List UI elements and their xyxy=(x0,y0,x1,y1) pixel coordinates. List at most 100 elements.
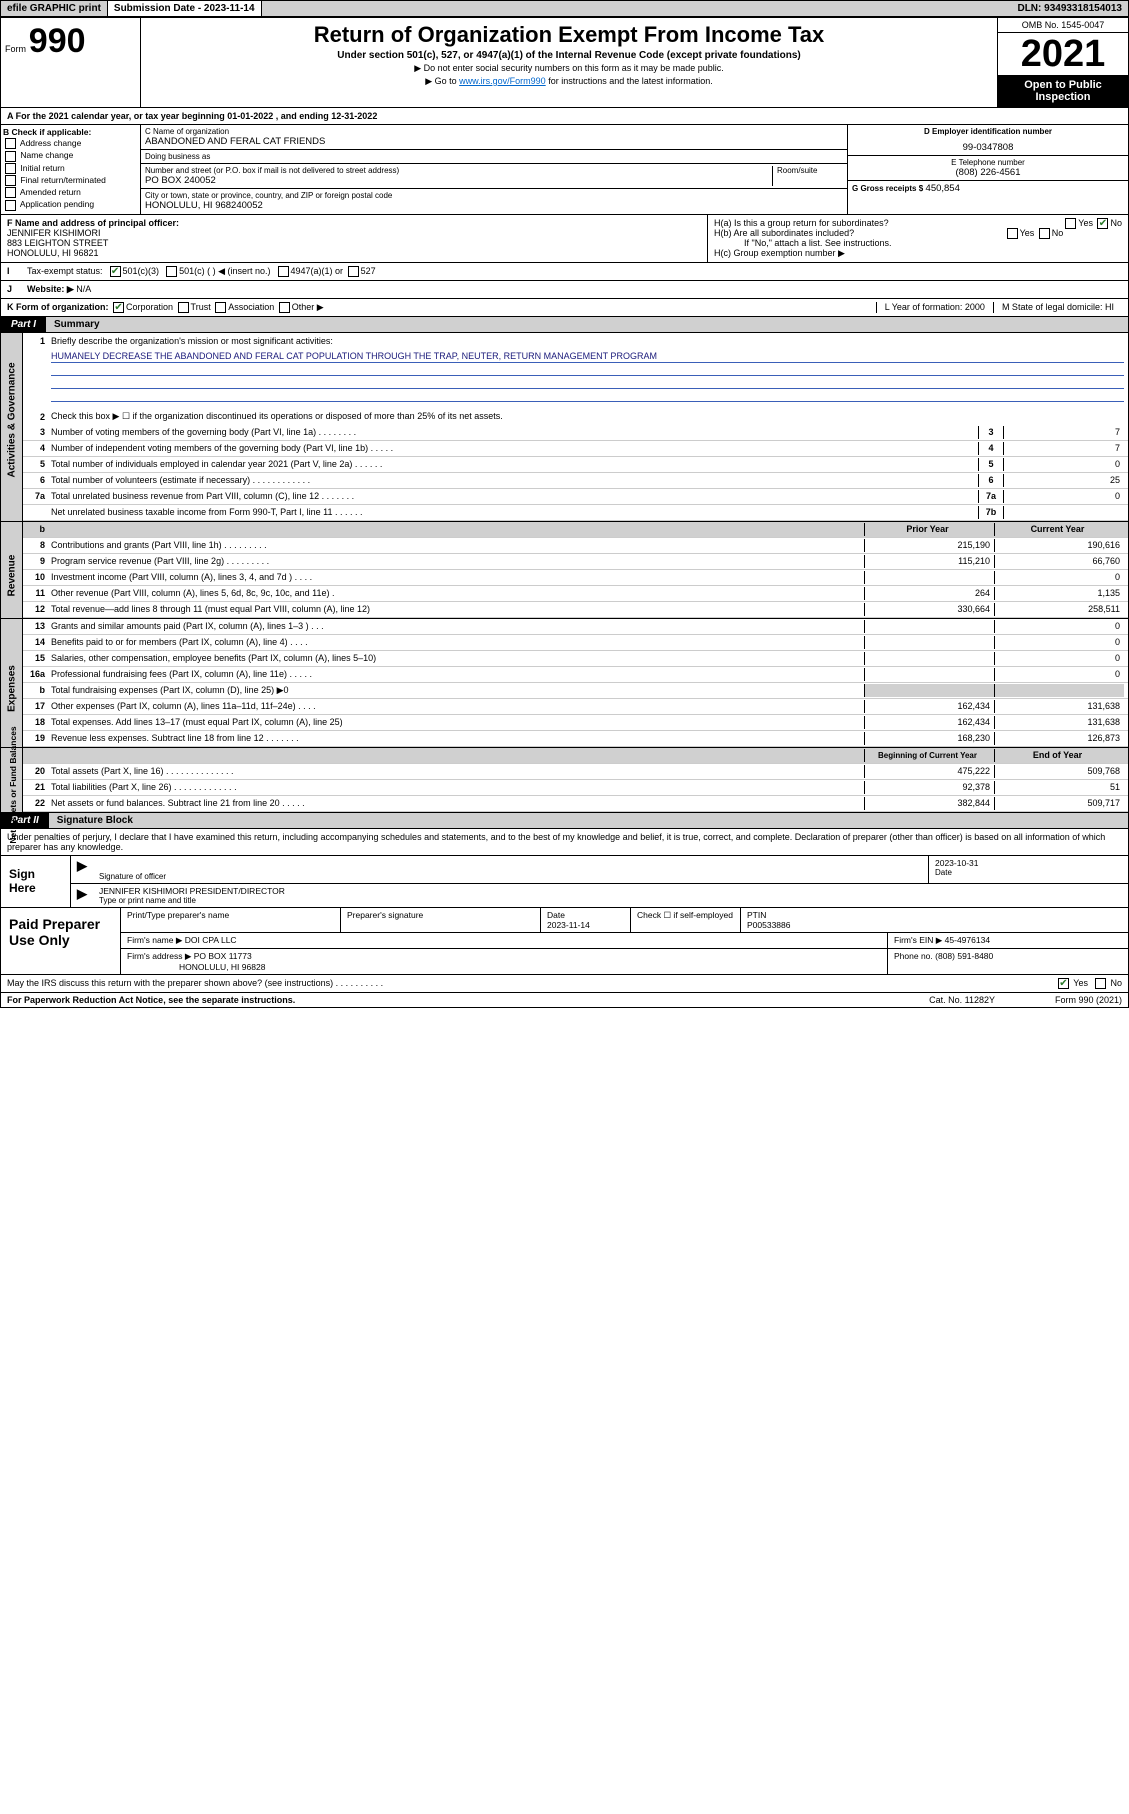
checkbox-icon[interactable] xyxy=(5,151,16,162)
ha-lbl: H(a) Is this a group return for subordin… xyxy=(714,218,889,228)
rev-tab: Revenue xyxy=(1,522,23,618)
cat-no: Cat. No. 11282Y xyxy=(929,995,995,1005)
part1-header: Part I Summary xyxy=(0,317,1129,333)
city-lbl: City or town, state or province, country… xyxy=(145,191,843,200)
checkbox-icon[interactable] xyxy=(1097,218,1108,229)
officer-addr2: HONOLULU, HI 96821 xyxy=(7,248,701,258)
checkbox-icon[interactable] xyxy=(178,302,189,313)
i-lbl: Tax-exempt status: xyxy=(27,266,103,277)
form-title: Return of Organization Exempt From Incom… xyxy=(145,22,993,48)
row-klm: K Form of organization: Corporation Trus… xyxy=(0,299,1129,317)
efile-label[interactable]: efile GRAPHIC print xyxy=(1,1,108,16)
open-inspection: Open to Public Inspection xyxy=(998,75,1128,107)
footer: For Paperwork Reduction Act Notice, see … xyxy=(0,993,1129,1008)
street-lbl: Number and street (or P.O. box if mail i… xyxy=(145,166,768,175)
checkbox-icon[interactable] xyxy=(166,266,177,277)
checkbox-icon[interactable] xyxy=(5,175,16,186)
firm-ein: 45-4976134 xyxy=(945,935,990,945)
c-name-lbl: C Name of organization xyxy=(145,127,843,136)
prep-c1: Print/Type preparer's name xyxy=(121,908,341,932)
chk-amended: Amended return xyxy=(3,187,138,198)
part1-tag: Part I xyxy=(1,317,46,332)
row-a-text: A For the 2021 calendar year, or tax yea… xyxy=(7,111,377,121)
discuss-row: May the IRS discuss this return with the… xyxy=(0,975,1129,993)
website-val: N/A xyxy=(76,284,91,295)
d-lbl: D Employer identification number xyxy=(852,127,1124,136)
l1-text: Briefly describe the organization's miss… xyxy=(51,336,1124,346)
checkbox-icon[interactable] xyxy=(279,302,290,313)
m-lbl: M State of legal domicile: HI xyxy=(993,302,1122,313)
row-i: I Tax-exempt status: 501(c)(3) 501(c) ( … xyxy=(0,263,1129,281)
sign-here-block: Sign Here ▶ Signature of officer 2023-10… xyxy=(0,856,1129,908)
hb-note: If "No," attach a list. See instructions… xyxy=(714,238,1122,248)
l2-text: Check this box ▶ ☐ if the organization d… xyxy=(51,411,1124,422)
hc-lbl: H(c) Group exemption number ▶ xyxy=(714,248,1122,259)
checkbox-icon[interactable] xyxy=(113,302,124,313)
governance-tab: Activities & Governance xyxy=(1,333,23,521)
section-b: B Check if applicable: Address change Na… xyxy=(1,125,141,214)
form-ref: Form 990 (2021) xyxy=(1055,995,1122,1005)
phone-val: (808) 226-4561 xyxy=(852,167,1124,178)
f-lbl: F Name and address of principal officer: xyxy=(7,218,701,228)
street-val: PO BOX 240052 xyxy=(145,175,768,186)
officer-name-title: JENNIFER KISHIMORI PRESIDENT/DIRECTOR xyxy=(99,886,1122,896)
arrow-icon: ▶ xyxy=(71,856,93,883)
row-j: J Website: ▶ N/A xyxy=(0,281,1129,299)
dba-lbl: Doing business as xyxy=(145,152,843,161)
checkbox-icon[interactable] xyxy=(110,266,121,277)
line-b: b xyxy=(27,524,51,534)
governance-section: Activities & Governance 1Briefly describ… xyxy=(0,333,1129,522)
twocol-header: Revenue b Prior Year Current Year 8Contr… xyxy=(0,522,1129,619)
officer-addr1: 883 LEIGHTON STREET xyxy=(7,238,701,248)
prep-date: 2023-11-14 xyxy=(547,920,590,930)
section-deg: D Employer identification number 99-0347… xyxy=(848,125,1128,214)
firm-addr2: HONOLULU, HI 96828 xyxy=(179,962,265,972)
checkbox-icon[interactable] xyxy=(5,138,16,149)
net-tab: Net Assets or Fund Balances xyxy=(1,748,23,812)
date-lbl: Date xyxy=(935,868,1122,877)
checkbox-icon[interactable] xyxy=(5,163,16,174)
note-post: for instructions and the latest informat… xyxy=(546,76,713,86)
pra-notice: For Paperwork Reduction Act Notice, see … xyxy=(7,995,929,1005)
sign-here-label: Sign Here xyxy=(1,856,71,907)
paid-preparer-block: Paid Preparer Use Only Print/Type prepar… xyxy=(0,908,1129,975)
net-section: Net Assets or Fund Balances Beginning of… xyxy=(0,748,1129,813)
ein-val: 99-0347808 xyxy=(852,142,1124,153)
firm-name: DOI CPA LLC xyxy=(185,935,237,945)
l-lbl: L Year of formation: 2000 xyxy=(876,302,993,313)
prep-c4[interactable]: Check ☐ if self-employed xyxy=(631,908,741,932)
note-pre: ▶ Go to xyxy=(425,76,459,86)
org-name: ABANDONED AND FERAL CAT FRIENDS xyxy=(145,136,843,147)
tax-year: 2021 xyxy=(998,33,1128,75)
expense-section: Expenses 13Grants and similar amounts pa… xyxy=(0,619,1129,748)
checkbox-icon[interactable] xyxy=(1095,978,1106,989)
room-lbl: Room/suite xyxy=(777,166,843,175)
hb-lbl: H(b) Are all subordinates included? xyxy=(714,228,854,238)
irs-link[interactable]: www.irs.gov/Form990 xyxy=(459,76,546,86)
checkbox-icon[interactable] xyxy=(1058,978,1069,989)
checkbox-icon[interactable] xyxy=(5,187,16,198)
arrow-icon: ▶ xyxy=(71,884,93,907)
mission-text: HUMANELY DECREASE THE ABANDONED AND FERA… xyxy=(51,350,1124,363)
form-word: Form xyxy=(5,44,26,54)
chk-name: Name change xyxy=(3,150,138,161)
net-curr-hdr: End of Year xyxy=(994,749,1124,762)
checkbox-icon[interactable] xyxy=(215,302,226,313)
checkbox-icon[interactable] xyxy=(1065,218,1076,229)
checkbox-icon[interactable] xyxy=(1039,228,1050,239)
checkbox-icon[interactable] xyxy=(5,200,16,211)
top-toolbar: efile GRAPHIC print Submission Date - 20… xyxy=(0,0,1129,17)
sig-officer-lbl: Signature of officer xyxy=(99,872,922,881)
chk-address: Address change xyxy=(3,138,138,149)
section-f: F Name and address of principal officer:… xyxy=(1,215,708,262)
omb-number: OMB No. 1545-0047 xyxy=(998,18,1128,33)
sig-date: 2023-10-31 xyxy=(935,858,1122,868)
checkbox-icon[interactable] xyxy=(1007,228,1018,239)
checkbox-icon[interactable] xyxy=(278,266,289,277)
section-c: C Name of organization ABANDONED AND FER… xyxy=(141,125,848,214)
header-right: OMB No. 1545-0047 2021 Open to Public In… xyxy=(998,18,1128,107)
b-header: B Check if applicable: xyxy=(3,127,138,137)
block-fh: F Name and address of principal officer:… xyxy=(0,215,1129,263)
checkbox-icon[interactable] xyxy=(348,266,359,277)
part2-header: Part II Signature Block xyxy=(0,813,1129,829)
